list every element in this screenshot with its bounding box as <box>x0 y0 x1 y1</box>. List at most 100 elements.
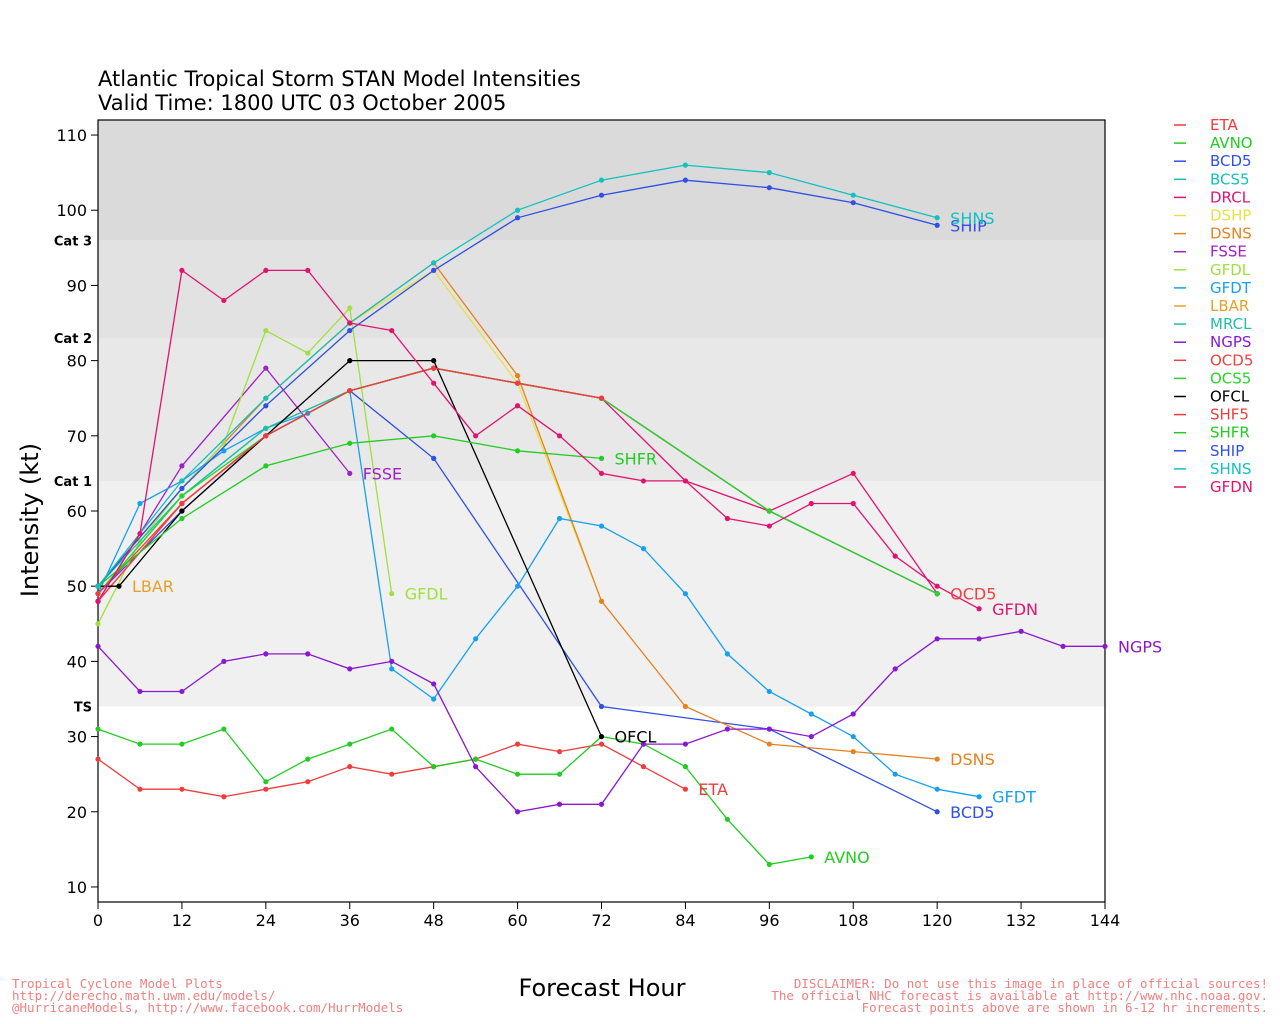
x-tick-label: 36 <box>340 911 360 930</box>
point-ship <box>766 185 772 191</box>
legend-label-shfr: SHFR <box>1210 424 1250 442</box>
end-label-shfr: SHFR <box>615 449 658 468</box>
point-bcd5 <box>934 809 940 815</box>
point-shns <box>179 478 185 484</box>
point-dsns <box>682 703 689 710</box>
point-gfdn <box>473 433 479 439</box>
series-end-labels: ETA AVNO BCD5 DSNS FSSE GFDL GFDT LBAR NGPS OCD5 O… <box>132 209 1162 867</box>
legend-label-ngps: NGPS <box>1210 333 1251 351</box>
point-shf5 <box>514 380 521 386</box>
point-gfdn <box>263 267 269 273</box>
x-axis-ticks: 0 12 24 36 48 60 72 84 96 108 120 132 144 <box>93 902 1120 930</box>
point-avno <box>808 854 814 860</box>
point-ofcl <box>116 583 122 589</box>
point-shfr <box>347 440 353 446</box>
point-gfdt <box>389 666 395 672</box>
point-ngps <box>682 741 689 747</box>
point-gfdt <box>556 515 563 522</box>
point-ngps <box>95 643 101 649</box>
point-shf5 <box>598 395 605 401</box>
point-gfdn <box>640 478 647 484</box>
point-gfdt <box>598 523 605 529</box>
category-labels: TS Cat 1 Cat 2 Cat 3 <box>54 234 92 715</box>
point-gfdt <box>137 500 143 507</box>
legend-label-dsns: DSNS <box>1210 225 1252 243</box>
end-label-ngps: NGPS <box>1118 637 1162 656</box>
series-lines <box>95 162 1108 868</box>
point-eta <box>347 764 353 770</box>
point-ocs5 <box>766 508 772 514</box>
legend-label-lbar: LBAR <box>1210 297 1249 315</box>
end-label-dsns: DSNS <box>950 750 995 769</box>
category-label: Cat 3 <box>54 234 92 249</box>
point-ship <box>598 192 605 198</box>
point-avno <box>347 741 353 747</box>
point-gfdn <box>934 583 940 589</box>
point-eta <box>640 764 647 770</box>
end-label-gfdt: GFDT <box>992 788 1036 807</box>
point-gfdn <box>179 267 185 273</box>
point-avno <box>263 779 269 785</box>
series-shfr <box>95 433 605 589</box>
point-fsse <box>179 463 185 469</box>
point-gfdt <box>766 688 772 695</box>
y-tick-label: 30 <box>67 728 87 747</box>
point-ngps <box>556 801 563 807</box>
end-label-shns: SHNS <box>950 209 994 228</box>
legend-label-bcs5: BCS5 <box>1210 170 1250 188</box>
point-dsns <box>514 373 521 379</box>
point-shfr <box>514 448 521 454</box>
point-gfdl <box>347 305 353 311</box>
point-ocs5 <box>179 493 185 499</box>
y-tick-label: 10 <box>67 878 87 897</box>
series-line-gfdl <box>97 306 393 625</box>
point-gfdt <box>934 786 940 792</box>
point-gfdl <box>305 350 311 356</box>
point-ngps <box>724 726 730 732</box>
point-dsns <box>934 756 940 762</box>
point-gfdt <box>682 591 689 597</box>
point-dsns <box>766 741 772 747</box>
point-ngps <box>934 636 940 642</box>
x-tick-label: 72 <box>591 911 611 930</box>
point-gfdn <box>682 478 689 484</box>
point-shfr <box>431 433 437 439</box>
point-fsse <box>263 365 269 371</box>
x-tick-label: 48 <box>423 911 443 930</box>
x-tick-label: 12 <box>172 911 192 930</box>
footer-right-line2: The official NHC forecast is available a… <box>771 988 1268 1003</box>
x-tick-label: 84 <box>675 911 695 930</box>
band-3 <box>98 240 1105 339</box>
point-gfdn <box>95 598 101 604</box>
point-eta <box>263 786 269 792</box>
point-gfdt <box>850 733 856 740</box>
end-label-ocd5: OCD5 <box>950 585 996 604</box>
point-shns <box>934 215 940 221</box>
point-avno <box>514 771 521 777</box>
point-ngps <box>389 658 395 664</box>
point-ngps <box>473 764 479 770</box>
point-gfdt <box>431 696 437 702</box>
point-gfdt <box>640 545 647 552</box>
point-shfr <box>179 515 185 522</box>
point-ship <box>850 200 856 206</box>
x-tick-label: 120 <box>922 911 953 930</box>
legend-label-dshp: DSHP <box>1210 207 1251 225</box>
point-eta <box>389 771 395 777</box>
point-fsse <box>347 470 353 477</box>
point-avno <box>431 764 437 770</box>
point-gfdn <box>431 380 437 386</box>
series-shf5 <box>95 365 605 597</box>
point-shns <box>95 583 101 589</box>
point-ofcl <box>431 358 437 364</box>
footer-left-line1: Tropical Cyclone Model Plots <box>12 976 223 991</box>
point-gfdt <box>514 583 521 589</box>
chart-title: Atlantic Tropical Storm STAN Model Inten… <box>98 67 581 91</box>
legend-label-mrcl: MRCL <box>1210 315 1252 333</box>
point-ngps <box>598 801 605 807</box>
x-tick-label: 0 <box>93 911 103 930</box>
point-shns <box>431 260 437 266</box>
point-gfdt <box>892 771 898 777</box>
point-shf5 <box>263 433 269 439</box>
y-tick-label: 110 <box>56 126 87 145</box>
